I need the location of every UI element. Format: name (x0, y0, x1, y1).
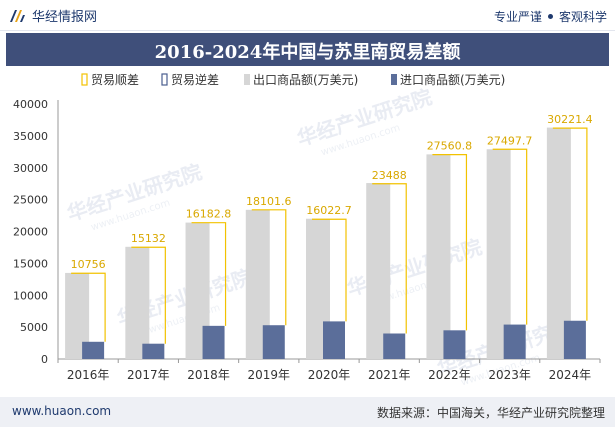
legend-label: 贸易顺差 (91, 73, 139, 87)
bar-export (486, 149, 511, 359)
x-tick-label: 2018年 (187, 368, 230, 382)
y-tick-label: 10000 (13, 289, 48, 302)
axes: 0 5000 10000 15000 20000 25000 30000 35000 40000… (13, 98, 601, 382)
y-tick-label: 25000 (13, 194, 48, 207)
y-tick-label: 20000 (13, 226, 48, 239)
y-tick-label: 40000 (13, 98, 48, 111)
bar-import (563, 320, 586, 359)
data-label-surplus: 27560.8 (427, 140, 473, 153)
x-tick-label: 2019年 (248, 368, 291, 382)
legend-swatch-surplus (81, 73, 88, 86)
bar-surplus-bracket (552, 127, 588, 321)
y-tick-label: 5000 (20, 321, 48, 334)
x-tick-label: 2021年 (368, 368, 411, 382)
legend-label: 进口商品额(万美元) (400, 72, 505, 87)
bar-import (82, 341, 105, 359)
bar-surplus-bracket (71, 272, 106, 342)
x-tick-label: 2023年 (488, 368, 531, 382)
y-tick-label: 35000 (13, 130, 48, 143)
legend-label: 出口商品额(万美元) (253, 72, 358, 87)
brand-name: 华经情报网 (32, 10, 98, 25)
tagline-right: 客观科学 (558, 10, 607, 24)
bar-surplus-bracket (432, 154, 468, 331)
bar-surplus-bracket (492, 148, 528, 325)
tagline: 专业严谨 客观科学 (494, 8, 607, 25)
y-tick-label: 30000 (13, 162, 48, 175)
footer-source: 数据来源：中国海关，华经产业研究院整理 (376, 406, 605, 420)
top-bar: 华经情报网 专业严谨 客观科学 (0, 0, 615, 31)
bar-surplus-bracket (372, 183, 407, 334)
bar-import (503, 324, 526, 359)
bar-export (546, 127, 571, 360)
bar-surplus-bracket (191, 222, 227, 326)
footer-url: www.huaon.com (12, 404, 112, 418)
bar-import (443, 330, 466, 359)
y-tick-label: 15000 (13, 257, 48, 270)
tagline-left: 专业严谨 (493, 10, 542, 24)
chart: 华经产业研究院www.huaon.com华经产业研究院www.huaon.com… (13, 72, 601, 389)
data-label-surplus: 16022.7 (306, 204, 352, 217)
bar-surplus-bracket (312, 218, 347, 322)
bar-import (262, 325, 285, 359)
data-label-surplus: 30221.4 (547, 113, 593, 126)
bar-import (202, 325, 225, 359)
bar-export (366, 183, 391, 359)
legend-swatch-import (391, 74, 397, 85)
bar-surplus-bracket (251, 209, 287, 326)
brand: 华经情报网 (8, 6, 97, 25)
x-tick-label: 2020年 (308, 368, 351, 382)
legend: 贸易顺差 贸易逆差 出口商品额(万美元) 进口商品额(万美元) (81, 72, 505, 87)
x-tick-label: 2024年 (549, 368, 592, 382)
bar-import (383, 333, 406, 359)
bar-export (426, 154, 451, 359)
data-label-surplus: 16182.8 (186, 208, 232, 221)
data-label-surplus: 23488 (372, 169, 407, 182)
brand-logo-icon (10, 9, 25, 22)
x-tick-label: 2022年 (428, 368, 471, 382)
data-label-surplus: 15132 (131, 232, 166, 245)
bar-surplus-bracket (131, 246, 166, 344)
y-tick-label: 0 (41, 353, 48, 366)
footer: www.huaon.com 数据来源：中国海关，华经产业研究院整理 (0, 397, 615, 427)
bar-import (142, 343, 165, 359)
data-labels: 10756 15132 16182.8 18101.6 16022.7 23488 2756… (71, 113, 593, 271)
title-bar: 2016-2024年中国与苏里南贸易差额 (6, 33, 609, 66)
chart-title: 2016-2024年中国与苏里南贸易差额 (154, 42, 461, 63)
data-label-surplus: 10756 (71, 258, 106, 271)
legend-swatch-export (244, 74, 250, 85)
data-label-surplus: 27497.7 (487, 134, 533, 147)
bar-export (125, 246, 150, 359)
legend-swatch-deficit (161, 73, 168, 86)
x-tick-label: 2017年 (127, 368, 170, 382)
x-tick-label: 2016年 (67, 368, 110, 382)
bars (65, 127, 588, 360)
legend-label: 贸易逆差 (171, 72, 219, 87)
data-label-surplus: 18101.6 (246, 195, 292, 208)
separator-dot-icon (547, 14, 553, 19)
bar-import (323, 321, 345, 359)
